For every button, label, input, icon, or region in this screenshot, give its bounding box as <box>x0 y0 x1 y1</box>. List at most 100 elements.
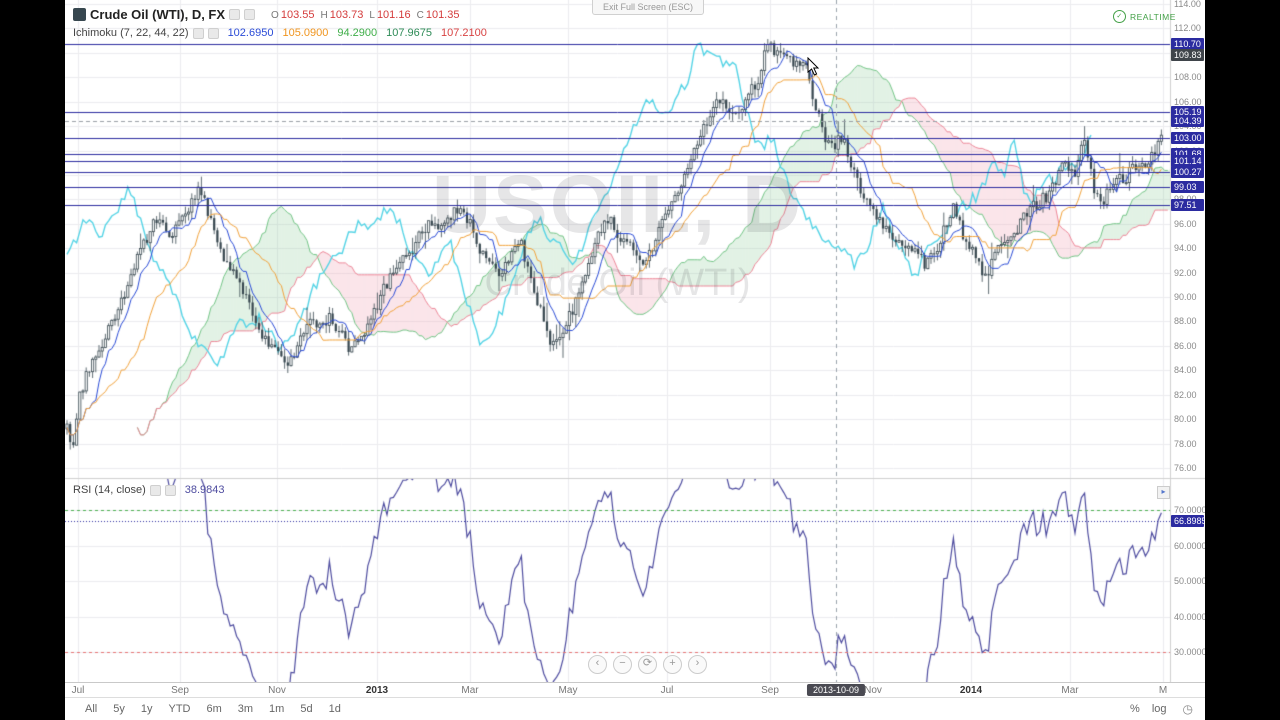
ichimoku-label: Ichimoku (7, 22, 44, 22) <box>73 27 189 39</box>
ichimoku-value-chikou: 94.2900 <box>337 27 378 39</box>
rsi-pane-arrow-icon[interactable]: ▸ <box>1157 486 1170 499</box>
rsi-label: RSI (14, close) <box>73 484 146 496</box>
time-label: 2014 <box>959 685 983 696</box>
pan-left-button[interactable]: ‹ <box>588 655 607 674</box>
time-scale[interactable]: 2013-10-09 Jul Sep Nov 2013 Mar May Jul Sep Nov 2… <box>65 682 1205 698</box>
rsi-level-label[interactable]: 66.8985 <box>1171 515 1207 527</box>
low-label: L <box>369 9 375 21</box>
range-button-3m[interactable]: 3m <box>237 703 254 715</box>
instrument-icon <box>73 8 86 21</box>
price-tick-label: 78.00 <box>1174 438 1197 449</box>
legend-close-icon[interactable] <box>244 9 256 20</box>
price-tick-label: 106.00 <box>1174 96 1202 107</box>
range-button-1d[interactable]: 1d <box>328 703 341 715</box>
bottom-toolbar: All 5y 1y YTD 6m 3m 1m 5d 1d % log ◷ <box>65 697 1205 720</box>
price-tick-label: 108.00 <box>1174 72 1202 83</box>
log-scale-button[interactable]: log <box>1151 703 1167 715</box>
ichimoku-close-icon[interactable] <box>207 27 219 39</box>
rsi-settings-icon[interactable] <box>149 484 161 496</box>
price-tick-label: 80.00 <box>1174 414 1197 425</box>
price-level-label[interactable]: 104.39 <box>1171 115 1204 128</box>
pan-right-button[interactable]: › <box>688 655 707 674</box>
chart-nav-controls: ‹ − ⟳ + › <box>588 655 707 674</box>
exit-fullscreen-tooltip: Exit Full Screen (ESC) <box>592 0 705 15</box>
ichimoku-settings-icon[interactable] <box>192 27 204 39</box>
low-value: 101.16 <box>376 8 411 21</box>
instrument-title: Crude Oil (WTI), D, FX <box>90 7 226 22</box>
time-label: 2013 <box>365 685 389 696</box>
range-button-all[interactable]: All <box>85 703 98 715</box>
range-button-1m[interactable]: 1m <box>269 703 285 715</box>
ichimoku-value-senkou-b: 107.2100 <box>441 27 487 39</box>
price-tick-label: 76.00 <box>1174 463 1197 473</box>
scale-buttons: % log ◷ <box>1124 701 1193 717</box>
reset-view-button[interactable]: ⟳ <box>638 655 657 674</box>
price-tick-label: 88.00 <box>1174 316 1197 327</box>
time-label: Sep <box>761 685 779 696</box>
range-buttons: All 5y 1y YTD 6m 3m 1m 5d 1d <box>77 701 349 717</box>
rsi-tick-label: 50.0000 <box>1174 576 1207 586</box>
ichimoku-value-kijun: 105.0900 <box>282 27 329 39</box>
rsi-tick-label: 70.0000 <box>1174 505 1207 515</box>
price-level-label[interactable]: 110.70 <box>1171 38 1204 51</box>
realtime-icon: ✓ <box>1113 10 1126 23</box>
price-tick-label: 114.00 <box>1174 0 1201 9</box>
range-button-ytd[interactable]: YTD <box>168 703 191 715</box>
time-label: Sep <box>171 685 189 696</box>
crosshair-date-badge: 2013-10-09 <box>806 684 866 696</box>
price-level-label[interactable]: 103.00 <box>1171 132 1204 145</box>
clock-icon[interactable]: ◷ <box>1182 702 1193 716</box>
ohlc-readout: O 103.55 H 103.73 L 101.16 C 101.35 <box>265 9 459 21</box>
ichimoku-value-senkou-a: 107.9675 <box>386 27 432 39</box>
high-label: H <box>320 9 328 21</box>
percent-scale-button[interactable]: % <box>1130 703 1140 715</box>
price-tick-label: 92.00 <box>1174 267 1197 278</box>
range-button-1y[interactable]: 1y <box>140 703 153 715</box>
rsi-tick-label: 60.0000 <box>1174 540 1207 551</box>
price-tick-label: 84.00 <box>1174 365 1197 376</box>
rsi-tick-label: 30.0000 <box>1174 647 1207 657</box>
price-tick-label: 94.00 <box>1174 243 1197 254</box>
rsi-close-icon[interactable] <box>164 484 176 496</box>
close-value: 101.35 <box>425 8 460 21</box>
price-level-label[interactable]: 100.27 <box>1171 165 1204 178</box>
legend-settings-icon[interactable] <box>229 9 241 20</box>
zoom-in-button[interactable]: + <box>663 655 682 674</box>
time-label: Jul <box>71 685 85 696</box>
range-button-5d[interactable]: 5d <box>300 703 313 715</box>
chart-area: USOIL, D Crude Oil (WTI) Crude Oil (WTI)… <box>65 0 1207 720</box>
ichimoku-value-tenkan: 102.6950 <box>227 27 274 39</box>
time-label: M <box>1158 685 1168 696</box>
range-button-6m[interactable]: 6m <box>206 703 222 715</box>
ichimoku-legend: Ichimoku (7, 22, 44, 22) 102.6950 105.09… <box>73 27 487 39</box>
left-letterbox <box>0 0 65 720</box>
realtime-badge: ✓ REALTIME <box>1113 10 1176 23</box>
time-label: May <box>558 685 578 696</box>
rsi-value: 38.9843 <box>184 484 225 496</box>
time-label: Nov <box>268 685 286 696</box>
high-value: 103.73 <box>329 8 364 21</box>
price-chart-canvas[interactable] <box>65 0 1205 682</box>
price-tick-label: 86.00 <box>1174 340 1197 351</box>
price-tick-label: 90.00 <box>1174 292 1197 303</box>
time-label: Nov <box>864 685 882 696</box>
price-level-label[interactable]: 97.51 <box>1171 199 1204 212</box>
rsi-tick-label: 40.0000 <box>1174 611 1207 622</box>
realtime-label: REALTIME <box>1130 11 1176 22</box>
price-tick-label: 96.00 <box>1174 218 1197 229</box>
time-label: Mar <box>461 685 479 696</box>
price-tick-label: 82.00 <box>1174 389 1197 400</box>
right-letterbox <box>1205 0 1280 720</box>
time-label: Jul <box>660 685 674 696</box>
price-level-label[interactable]: 101.14 <box>1171 155 1204 168</box>
zoom-out-button[interactable]: − <box>613 655 632 674</box>
price-level-label[interactable]: 109.83 <box>1171 48 1204 61</box>
price-level-label[interactable]: 99.03 <box>1171 180 1204 193</box>
rsi-legend: RSI (14, close) 38.9843 <box>73 484 225 496</box>
open-label: O <box>271 9 279 21</box>
range-button-5y[interactable]: 5y <box>113 703 125 715</box>
main-legend: Crude Oil (WTI), D, FX O 103.55 H 103.73 L… <box>73 7 459 22</box>
price-level-label[interactable]: 105.19 <box>1171 105 1204 118</box>
time-label: Mar <box>1061 685 1079 696</box>
